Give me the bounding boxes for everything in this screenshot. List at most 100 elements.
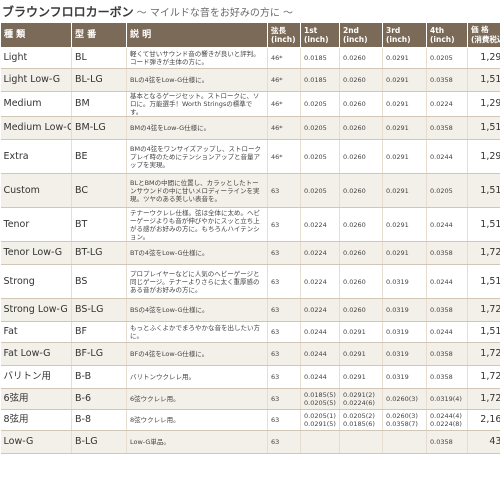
gauge-value: 0.0224	[304, 220, 327, 229]
gauge-value: 0.0244	[430, 277, 453, 286]
cell-model: BL-LG	[71, 68, 127, 92]
gauge-value: 0.0244(4)	[430, 412, 462, 420]
cell-model: BE	[71, 139, 127, 174]
header-price: 価 格(消費税込)	[467, 22, 500, 48]
cell-type: Medium	[0, 91, 72, 117]
cell-type: Strong Low-G	[0, 298, 72, 322]
cell-price: 1,296円	[467, 139, 500, 174]
cell-type: Low-G	[0, 430, 72, 454]
gauge-value: 0.0358	[430, 438, 453, 446]
cell-model: B-8	[71, 409, 127, 431]
gauge-value: 0.0291(2)	[343, 391, 375, 399]
gauge-value: 0.0205	[304, 124, 327, 132]
gauge-value: 0.0291	[386, 76, 409, 84]
gauge-value: 0.0224	[304, 277, 327, 286]
cell-s4: 0.0358	[426, 116, 468, 140]
header-1st-l2: (inch)	[304, 35, 329, 44]
cell-s3: 0.0291	[382, 207, 427, 242]
cell-s1: 0.0185(5) 0.0205(5)	[300, 388, 340, 410]
cell-desc: BMの4弦をLow-G仕様に。	[126, 116, 268, 140]
gauge-value: 0.0244	[304, 373, 327, 381]
header-length-l1: 弦長	[271, 26, 286, 35]
table-row: Strong Low-G BS-LG BSの4弦をLow-G仕様に。 63 0.0224…	[0, 298, 500, 322]
cell-model: BL	[71, 47, 127, 69]
gauge-value: 0.0319(4)	[430, 395, 462, 403]
table-row: 8弦用 B-8 8弦ウクレレ用。 63 0.0205(1) 0.0291(5) 0.0205…	[0, 409, 500, 431]
cell-model: BF	[71, 321, 127, 343]
gauge-value: 0.0205	[304, 100, 327, 108]
gauge-value: 0.0260	[343, 100, 366, 108]
header-2nd-l2: (inch)	[343, 35, 368, 44]
cell-desc: Low-G単品。	[126, 430, 268, 454]
header-desc: 説 明	[126, 22, 268, 48]
gauge-value: 0.0224(8)	[430, 420, 462, 428]
cell-type: バリトン用	[0, 365, 72, 389]
header-price-l2: (消費税込)	[471, 35, 500, 44]
gauge-value: 0.0319	[386, 350, 409, 358]
cell-desc: もっとふくよかでまろやかな音を出したい方に。	[126, 321, 268, 343]
table-body: Light BL 軽くて甘いサウンド音の響きが良いと評判。コード弾きが主体の方に。 4…	[0, 47, 500, 454]
cell-model: B-LG	[71, 430, 127, 454]
table-row: 6弦用 B-6 6弦ウクレレ用。 63 0.0185(5) 0.0205(5) 0.0291…	[0, 388, 500, 410]
cell-price: 1,296円	[467, 47, 500, 69]
cell-s2: 0.0291	[339, 342, 383, 366]
header-type: 種 類	[0, 22, 72, 48]
gauge-value: 0.0319	[386, 306, 409, 314]
gauge-value: 0.0260	[343, 306, 366, 314]
cell-type: Strong	[0, 264, 72, 299]
gauge-value: 0.0260(3)	[386, 395, 418, 403]
gauge-value: 0.0358	[430, 124, 453, 132]
cell-length: 63	[267, 173, 301, 208]
table-row: Fat Low-G BF-LG BFの4弦をLow-G仕様に。 63 0.0244 0.0…	[0, 342, 500, 366]
cell-model: BF-LG	[71, 342, 127, 366]
cell-s3: 0.0291	[382, 241, 427, 265]
gauge-value: 0.0260	[343, 277, 366, 286]
cell-s1: 0.0205	[300, 139, 340, 174]
gauge-value: 0.0205	[430, 54, 453, 62]
cell-type: Fat Low-G	[0, 342, 72, 366]
cell-s3: 0.0291	[382, 47, 427, 69]
cell-desc: BTの4弦をLow-G仕様に。	[126, 241, 268, 265]
cell-s1: 0.0224	[300, 298, 340, 322]
cell-s4: 0.0358	[426, 342, 468, 366]
cell-s1: 0.0205	[300, 173, 340, 208]
gauge-value: 0.0260(3)	[386, 412, 418, 420]
cell-price: 1,728円	[467, 342, 500, 366]
gauge-value: 0.0319	[386, 277, 409, 286]
gauge-value: 0.0185	[304, 54, 327, 62]
gauge-value: 0.0205(5)	[304, 399, 336, 407]
header-model: 型 番	[71, 22, 127, 48]
cell-length: 63	[267, 365, 301, 389]
cell-price: 1,728円	[467, 241, 500, 265]
gauge-value: 0.0224	[304, 306, 327, 314]
table-row: Light Low-G BL-LG BLの4弦をLow-G仕様に。 46* 0.0185…	[0, 68, 500, 92]
gauge-value: 0.0224	[430, 100, 453, 108]
cell-model: BM	[71, 91, 127, 117]
cell-s3: 0.0260(3) 0.0358(7)	[382, 409, 427, 431]
cell-s2: 0.0291(2) 0.0224(6)	[339, 388, 383, 410]
cell-s1: 0.0205(1) 0.0291(5)	[300, 409, 340, 431]
gauge-value: 0.0185(6)	[343, 420, 375, 428]
cell-desc: テナーウクレレ仕様。弦は全体に太め。ヘビーゲージよりも音が伸びやかにスッと立ち上…	[126, 207, 268, 242]
cell-s2: 0.0260	[339, 264, 383, 299]
cell-desc: BMの4弦をワンサイズアップし、ストロークプレイ時のためにテンションアップと音量…	[126, 139, 268, 174]
table-header: 種 類 型 番 説 明 弦長 (inch) 1st (inch) 2nd (inch)…	[0, 22, 500, 48]
header-3rd-l2: (inch)	[386, 35, 411, 44]
cell-length: 63	[267, 207, 301, 242]
gauge-value: 0.0358	[430, 76, 453, 84]
cell-desc: 軽くて甘いサウンド音の響きが良いと評判。コード弾きが主体の方に。	[126, 47, 268, 69]
cell-desc: BLの4弦をLow-G仕様に。	[126, 68, 268, 92]
header-length-l2: (inch)	[271, 35, 296, 44]
cell-desc: BLとBMの中間に位置し、カラッとしたトーンサウンドの中に甘いメロディーラインを…	[126, 173, 268, 208]
gauge-value: 0.0224(6)	[343, 399, 375, 407]
cell-price: 1,512円	[467, 173, 500, 208]
page-title: ブラウンフロロカーボン～ マイルドな音をお好みの方に ～	[0, 0, 500, 22]
cell-s1: 0.0244	[300, 342, 340, 366]
gauge-value: 0.0244	[430, 220, 453, 229]
cell-model: B-6	[71, 388, 127, 410]
gauge-value: 0.0185	[304, 76, 327, 84]
table-row: Tenor Low-G BT-LG BTの4弦をLow-G仕様に。 63 0.0224 0…	[0, 241, 500, 265]
cell-s3: 0.0319	[382, 365, 427, 389]
